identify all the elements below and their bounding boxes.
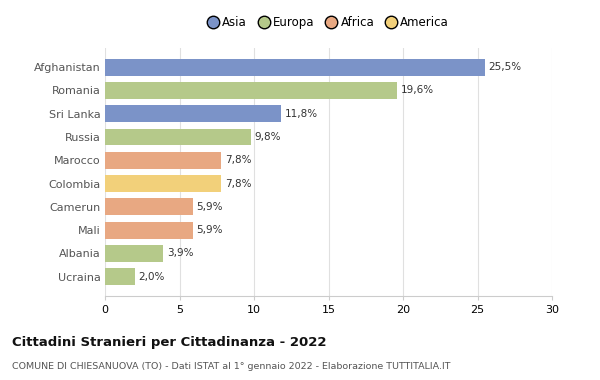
Text: COMUNE DI CHIESANUOVA (TO) - Dati ISTAT al 1° gennaio 2022 - Elaborazione TUTTIT: COMUNE DI CHIESANUOVA (TO) - Dati ISTAT …: [12, 362, 451, 371]
Text: 7,8%: 7,8%: [225, 155, 251, 165]
Text: 11,8%: 11,8%: [284, 109, 317, 119]
Text: 2,0%: 2,0%: [139, 272, 165, 282]
Bar: [105, 245, 163, 262]
Text: 25,5%: 25,5%: [488, 62, 522, 72]
Text: Cittadini Stranieri per Cittadinanza - 2022: Cittadini Stranieri per Cittadinanza - 2…: [12, 336, 326, 349]
Bar: [105, 198, 193, 215]
Text: 9,8%: 9,8%: [255, 132, 281, 142]
Text: 3,9%: 3,9%: [167, 249, 193, 258]
Bar: [105, 129, 251, 146]
Bar: [105, 152, 221, 169]
Bar: [105, 59, 485, 76]
Text: 5,9%: 5,9%: [197, 225, 223, 235]
Text: 19,6%: 19,6%: [401, 86, 434, 95]
Text: 7,8%: 7,8%: [225, 179, 251, 188]
Bar: [105, 175, 221, 192]
Bar: [105, 222, 193, 239]
Bar: [105, 268, 135, 285]
Text: 5,9%: 5,9%: [197, 202, 223, 212]
Legend: Asia, Europa, Africa, America: Asia, Europa, Africa, America: [206, 14, 451, 31]
Bar: [105, 105, 281, 122]
Bar: [105, 82, 397, 99]
